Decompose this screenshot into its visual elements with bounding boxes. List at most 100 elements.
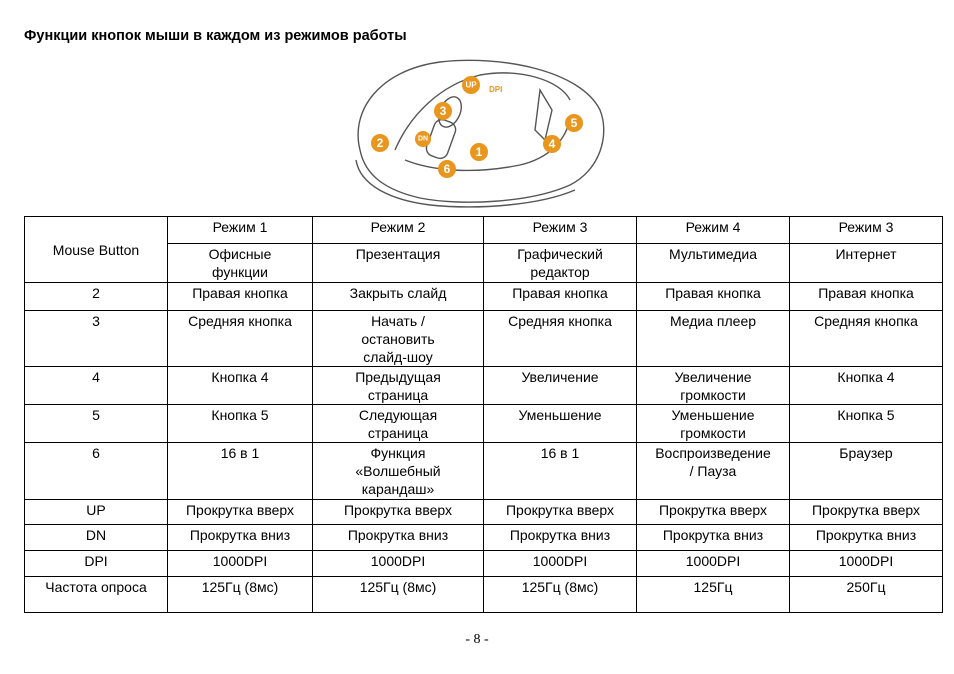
table-cell: 1000DPI — [636, 550, 790, 577]
mode-header: Режим 4 — [636, 216, 790, 244]
cell-line: 16 в 1 — [540, 445, 580, 461]
table-cell: Правая кнопка — [636, 282, 790, 311]
cell-line: Графический — [517, 246, 603, 262]
cell-line: Прокрутка вверх — [185, 502, 295, 518]
table-cell: 125Гц (8мс) — [483, 576, 637, 613]
up-label: UP — [465, 81, 477, 90]
table-cell: Прокрутка вверх — [483, 499, 637, 525]
cell-line: Начать / — [371, 313, 425, 329]
table-cell: Прокрутка вниз — [789, 524, 943, 551]
button-cell: 4 — [24, 366, 168, 405]
cell-line: Прокрутка вверх — [505, 502, 615, 518]
table-cell: 1000DPI — [167, 550, 313, 577]
callout-marker — [438, 160, 456, 178]
mode-name: Интернет — [789, 243, 943, 283]
cell-line: Прокрутка вниз — [662, 527, 764, 543]
table-cell: Прокрутка вниз — [167, 524, 313, 551]
cell-line: остановить — [361, 331, 435, 347]
table-cell: Кнопка 5 — [789, 404, 943, 443]
cell-line: 1000DPI — [532, 553, 588, 569]
cell-line: Кнопка 4 — [837, 369, 895, 385]
callout-marker — [434, 102, 452, 120]
cell-line: Прокрутка вниз — [509, 527, 611, 543]
table-row: UP Прокрутка вверх Прокрутка вверх Прокрутк… — [24, 499, 943, 525]
table-row: 4 Кнопка 4 Предыдущая страница Увеличение Уве… — [24, 366, 943, 405]
table-row: DN Прокрутка вниз Прокрутка вниз Прокрутка … — [24, 524, 943, 551]
table-cell: Правая кнопка — [789, 282, 943, 311]
table-cell: Уменьшение — [483, 404, 637, 443]
table-cell: Кнопка 5 — [167, 404, 313, 443]
cell-line: Прокрутка вниз — [815, 527, 917, 543]
mouse-labels: UP DPI DN — [415, 76, 502, 147]
table-cell: 1000DPI — [789, 550, 943, 577]
cell-line: 125Гц — [693, 579, 733, 595]
table-cell: Прокрутка вниз — [312, 524, 484, 551]
cell-line: Браузер — [839, 445, 893, 461]
cell-line: Прокрутка вверх — [343, 502, 453, 518]
cell-line: Кнопка 4 — [211, 369, 269, 385]
table-cell: Прокрутка вниз — [483, 524, 637, 551]
cell-line: Прокрутка вниз — [347, 527, 449, 543]
cell-line: Средняя кнопка — [508, 313, 612, 329]
callout-number: 6 — [444, 162, 451, 176]
button-cell: DN — [24, 524, 168, 551]
cell-line: 1000DPI — [838, 553, 894, 569]
up-marker — [462, 76, 480, 94]
cell-line: Увеличение — [674, 369, 752, 385]
mode-header: Режим 3 — [789, 216, 943, 244]
mode-header: Режим 2 — [312, 216, 484, 244]
mouse-figure: UP DPI DN 1 2 3 4 5 6 — [355, 59, 605, 208]
table-cell: Прокрутка вверх — [312, 499, 484, 525]
cell-line: громкости — [680, 387, 746, 403]
table-row: DPI 1000DPI 1000DPI 1000DPI 1000DPI 1000DPI — [24, 550, 943, 577]
table-cell: Средняя кнопка — [789, 310, 943, 367]
cell-line: Увеличение — [521, 369, 599, 385]
callout-number: 3 — [440, 104, 447, 118]
cell-line: громкости — [680, 425, 746, 441]
cell-line: 125Гц (8мс) — [201, 579, 279, 595]
callout-marker — [371, 134, 389, 152]
cell-line: Медиа плеер — [669, 313, 757, 329]
callout-number: 1 — [476, 145, 483, 159]
mode-name: Мультимедиа — [636, 243, 790, 283]
table-cell: Правая кнопка — [483, 282, 637, 311]
cell-line: Офисные — [208, 246, 272, 262]
table-cell: Увеличение громкости — [636, 366, 790, 405]
table-cell: 1000DPI — [483, 550, 637, 577]
header-row: Mouse Button Режим 1 Режим 2 Режим 3 Режим 4… — [24, 216, 943, 283]
table-row: 3 Средняя кнопка Начать / остановить слайд-ш… — [24, 310, 943, 367]
table-cell: 16 в 1 — [483, 442, 637, 500]
table-cell: Воспроизведение / Пауза — [636, 442, 790, 500]
table-cell: Начать / остановить слайд-шоу — [312, 310, 484, 367]
table-cell: Средняя кнопка — [167, 310, 313, 367]
cell-line: Правая кнопка — [818, 285, 914, 301]
mode-name: Презентация — [312, 243, 484, 283]
table-cell: Следующая страница — [312, 404, 484, 443]
table-cell: Функция «Волшебный карандаш» — [312, 442, 484, 500]
table-row: Частота опроса 125Гц (8мс) 125Гц (8мс) 125Г… — [24, 576, 943, 613]
table-row: 6 16 в 1 Функция «Волшебный карандаш» 16 в 1 В… — [24, 442, 943, 500]
cell-line: Правая кнопка — [512, 285, 608, 301]
cell-line: 1000DPI — [370, 553, 426, 569]
table-cell: Кнопка 4 — [789, 366, 943, 405]
table-cell: 1000DPI — [312, 550, 484, 577]
button-cell: Частота опроса — [24, 576, 168, 613]
table-cell: Браузер — [789, 442, 943, 500]
cell-line: Кнопка 5 — [211, 407, 269, 423]
table-cell: Увеличение — [483, 366, 637, 405]
callout-marker — [543, 135, 561, 153]
cell-line: карандаш» — [361, 481, 435, 497]
mode-header: Режим 3 — [483, 216, 637, 244]
button-cell: 2 — [24, 282, 168, 311]
cell-line: страница — [367, 425, 429, 441]
mode-header: Режим 1 — [167, 216, 313, 244]
table-row: 2 Правая кнопка Закрыть слайд Правая кнопка… — [24, 282, 943, 311]
cell-line: Прокрутка вверх — [811, 502, 921, 518]
table-cell: 125Гц — [636, 576, 790, 613]
cell-line: Закрыть слайд — [349, 285, 447, 301]
table-cell: Прокрутка вверх — [789, 499, 943, 525]
cell-line: Следующая — [358, 407, 438, 423]
cell-line: «Волшебный — [355, 463, 441, 479]
callout-marker — [470, 143, 488, 161]
